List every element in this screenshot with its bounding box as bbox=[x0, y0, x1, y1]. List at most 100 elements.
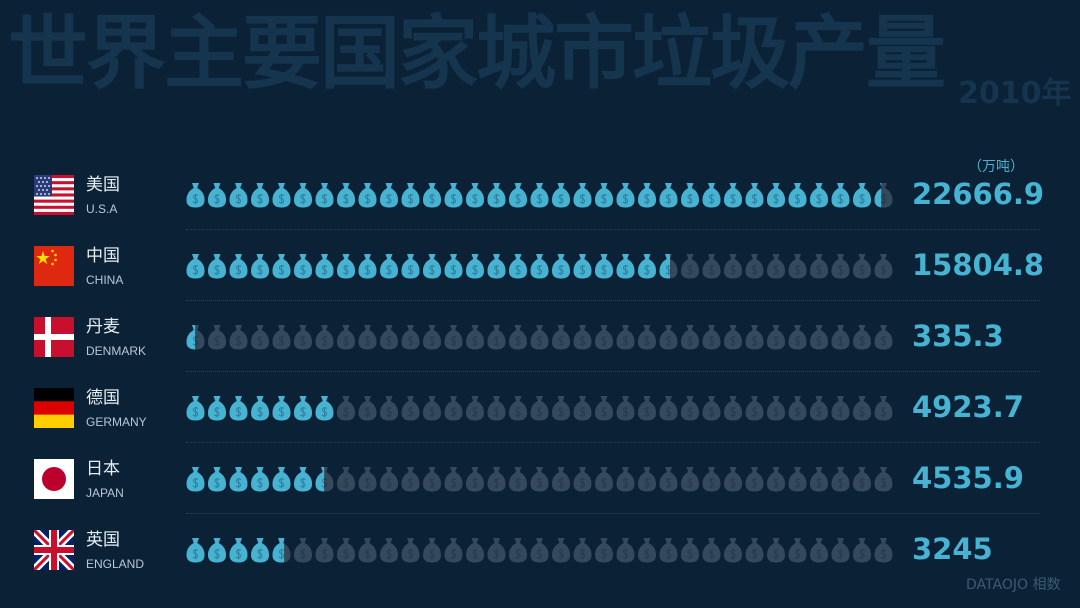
money-bag-icon bbox=[423, 183, 441, 208]
money-bag-icon bbox=[186, 325, 205, 350]
money-bag-icon bbox=[616, 396, 635, 421]
money-bag-icon bbox=[294, 325, 312, 350]
money-bag-icon bbox=[874, 183, 893, 208]
money-bag-icon bbox=[788, 183, 807, 208]
money-bag-icon bbox=[831, 538, 850, 563]
money-bag-icon bbox=[638, 396, 656, 421]
money-bag-icon bbox=[337, 254, 355, 279]
money-bag-icon bbox=[745, 325, 764, 350]
money-bag-icon bbox=[853, 183, 871, 208]
money-bag-icon bbox=[853, 538, 871, 563]
money-bag-icon bbox=[702, 254, 721, 279]
money-bag-icon bbox=[229, 467, 248, 492]
money-bag-icon bbox=[186, 183, 205, 208]
money-bag-icon bbox=[251, 467, 269, 492]
money-bag-icon bbox=[788, 254, 807, 279]
money-bag-icon bbox=[208, 538, 226, 563]
money-bag-icon bbox=[315, 396, 334, 421]
usa-flag-icon bbox=[34, 175, 74, 215]
money-bag-icon bbox=[380, 325, 398, 350]
money-bag-icon bbox=[315, 467, 334, 492]
money-bag-icon bbox=[466, 254, 484, 279]
money-bag-icon bbox=[552, 467, 570, 492]
money-bag-icon bbox=[509, 467, 527, 492]
money-bag-icon bbox=[552, 396, 570, 421]
money-bag-icon bbox=[745, 467, 764, 492]
money-bag-icon bbox=[616, 183, 635, 208]
money-bag-icon bbox=[337, 467, 355, 492]
money-bag-icon bbox=[423, 325, 441, 350]
money-bag-icon bbox=[294, 538, 312, 563]
money-bag-icon bbox=[208, 254, 226, 279]
money-bag-icon bbox=[724, 254, 742, 279]
country-name-germany: 德国 bbox=[86, 388, 120, 408]
money-bag-icon bbox=[767, 183, 785, 208]
money-bag-icon bbox=[681, 538, 699, 563]
money-bag-icon bbox=[767, 396, 785, 421]
money-bag-icon bbox=[186, 254, 205, 279]
money-bag-icon bbox=[444, 467, 463, 492]
money-bag-icon bbox=[659, 254, 678, 279]
value-label-denmark: 335.3 bbox=[912, 319, 1004, 353]
money-bag-icon bbox=[874, 538, 893, 563]
pictograph-row-usa bbox=[186, 183, 893, 208]
money-bag-icon bbox=[573, 254, 592, 279]
money-bag-icon bbox=[788, 467, 807, 492]
money-bag-icon bbox=[659, 467, 678, 492]
money-bag-icon bbox=[874, 467, 893, 492]
money-bag-icon bbox=[294, 183, 312, 208]
money-bag-icon bbox=[616, 467, 635, 492]
money-bag-icon bbox=[616, 538, 635, 563]
money-bag-icon bbox=[466, 538, 484, 563]
pictograph-row-japan bbox=[186, 467, 893, 492]
chart-subtitle-year: 2010年 bbox=[958, 76, 1072, 111]
money-bag-icon bbox=[423, 467, 441, 492]
money-bag-icon bbox=[337, 538, 355, 563]
money-bag-icon bbox=[831, 183, 850, 208]
money-bag-icon bbox=[702, 325, 721, 350]
money-bag-icon bbox=[380, 538, 398, 563]
money-bag-icon bbox=[638, 467, 656, 492]
money-bag-icon bbox=[337, 183, 355, 208]
money-bag-icon bbox=[251, 254, 269, 279]
country-name-en-china: CHINA bbox=[86, 273, 124, 287]
money-bag-icon bbox=[186, 467, 205, 492]
country-name-en-germany: GERMANY bbox=[86, 415, 147, 429]
country-name-en-denmark: DENMARK bbox=[86, 344, 147, 358]
money-bag-icon bbox=[272, 325, 291, 350]
money-bag-icon bbox=[315, 183, 334, 208]
unit-label: （万吨） bbox=[968, 159, 1024, 175]
money-bag-icon bbox=[401, 183, 420, 208]
country-name-en-uk: ENGLAND bbox=[86, 557, 145, 571]
money-bag-icon bbox=[423, 396, 441, 421]
money-bag-icon bbox=[315, 538, 334, 563]
money-bag-icon bbox=[702, 396, 721, 421]
money-bag-icon bbox=[681, 183, 699, 208]
money-bag-icon bbox=[573, 538, 592, 563]
money-bag-icon bbox=[853, 254, 871, 279]
money-bag-icon bbox=[767, 254, 785, 279]
money-bag-icon bbox=[444, 325, 463, 350]
money-bag-icon bbox=[444, 396, 463, 421]
germany-flag-icon bbox=[34, 388, 74, 428]
money-bag-icon bbox=[831, 325, 850, 350]
money-bag-icon bbox=[509, 538, 527, 563]
country-name-en-usa: U.S.A bbox=[86, 202, 118, 216]
money-bag-icon bbox=[401, 538, 420, 563]
value-label-germany: 4923.7 bbox=[912, 390, 1024, 424]
money-bag-icon bbox=[788, 396, 807, 421]
money-bag-icon bbox=[444, 538, 463, 563]
money-bag-icon bbox=[810, 396, 828, 421]
money-bag-icon bbox=[466, 183, 484, 208]
money-bag-icon bbox=[530, 538, 549, 563]
row-divider bbox=[186, 442, 1040, 443]
country-name-uk: 英国 bbox=[86, 530, 120, 550]
money-bag-icon bbox=[358, 538, 377, 563]
value-label-china: 15804.8 bbox=[912, 248, 1045, 282]
money-bag-icon bbox=[745, 538, 764, 563]
money-bag-icon bbox=[509, 254, 527, 279]
money-bag-icon bbox=[208, 396, 226, 421]
money-bag-icon bbox=[530, 325, 549, 350]
money-bag-icon bbox=[659, 396, 678, 421]
money-bag-icon bbox=[616, 325, 635, 350]
